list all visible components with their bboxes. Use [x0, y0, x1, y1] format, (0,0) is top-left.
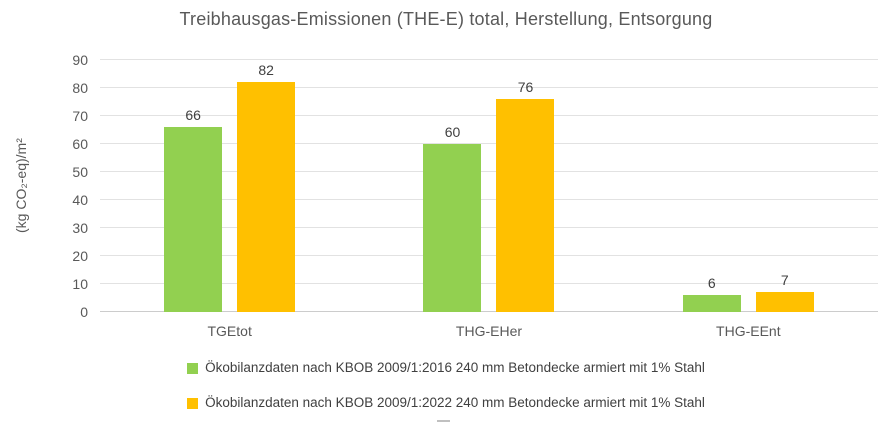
- gridline: [100, 87, 878, 88]
- bar-THG-EEnt-series-2: 7: [755, 272, 814, 312]
- bar-value-label: 66: [185, 107, 201, 124]
- legend-item-2: Ökobilanzdaten nach KBOB 2009/1:2022 240…: [187, 395, 705, 411]
- gridlines: [100, 59, 878, 312]
- bar-value-label: 6: [707, 275, 716, 292]
- x-axis-line: [100, 311, 878, 312]
- y-tick-label: 70: [72, 108, 88, 124]
- bar-value-label: 60: [444, 124, 461, 140]
- bar-THG-EEnt-series-1: 6: [682, 275, 741, 312]
- y-tick-label: 0: [80, 304, 88, 320]
- legend-label: Ökobilanzdaten nach KBOB 2009/1:2016 240…: [205, 360, 705, 375]
- bar-value-label: 82: [258, 62, 274, 79]
- x-axis-label-THG-EEnt: THG-EEnt: [716, 323, 781, 339]
- y-tick-label: 80: [72, 80, 88, 96]
- bar-TGEtot-series-1: 66: [164, 107, 223, 312]
- y-tick-label: 40: [72, 192, 88, 208]
- bar-value-label: 7: [780, 272, 789, 289]
- gridline: [100, 255, 878, 256]
- gridline: [100, 227, 878, 228]
- bar-value-label: 76: [517, 79, 534, 96]
- legend-item-1: Ökobilanzdaten nach KBOB 2009/1:2016 240…: [187, 360, 705, 376]
- gridline: [100, 143, 878, 144]
- legend-swatch-icon: [187, 362, 199, 374]
- gridline: [100, 115, 878, 116]
- clipped-text-artifact: [437, 420, 450, 422]
- x-axis-labels: TGEtot THG-EHer THG-EEnt: [100, 323, 878, 339]
- legend-label: Ökobilanzdaten nach KBOB 2009/1:2022 240…: [205, 395, 705, 410]
- plot-area: 0 10 20 30 40 50 60 70 80 90 66 82 60 76 6 7 TGEtot THG…: [72, 52, 878, 339]
- y-axis-title: (kg CO₂-eq)/m²: [13, 138, 29, 234]
- y-tick-label: 30: [72, 220, 88, 236]
- legend: Ökobilanzdaten nach KBOB 2009/1:2016 240…: [0, 360, 892, 411]
- gridline: [100, 199, 878, 200]
- y-tick-label: 60: [72, 136, 88, 152]
- chart-title: Treibhausgas-Emissionen (THE-E) total, H…: [179, 9, 713, 29]
- bar-group-TGEtot: 66 82: [100, 60, 359, 312]
- x-axis-label-THG-EHer: THG-EHer: [455, 323, 523, 339]
- y-tick-label: 10: [72, 276, 88, 292]
- x-axis-label-TGEtot: TGEtot: [207, 323, 252, 339]
- gridline: [100, 283, 878, 284]
- bar-group-THG-EHer: 60 76: [359, 60, 618, 312]
- y-tick-label: 20: [72, 248, 88, 264]
- bar-TGEtot-series-2: 82: [237, 62, 296, 312]
- y-tick-labels: 0 10 20 30 40 50 60 70 80 90: [36, 52, 88, 320]
- legend-swatch-icon: [187, 397, 199, 409]
- gridline: [100, 59, 878, 61]
- y-tick-label: 50: [72, 164, 88, 180]
- bar-THG-EHer-series-2: 76: [496, 79, 555, 312]
- gridline: [100, 171, 878, 172]
- bar-groups: 66 82 60 76 6 7: [100, 60, 878, 312]
- y-tick-label: 90: [72, 52, 88, 68]
- bar-THG-EHer-series-1: 60: [423, 124, 482, 312]
